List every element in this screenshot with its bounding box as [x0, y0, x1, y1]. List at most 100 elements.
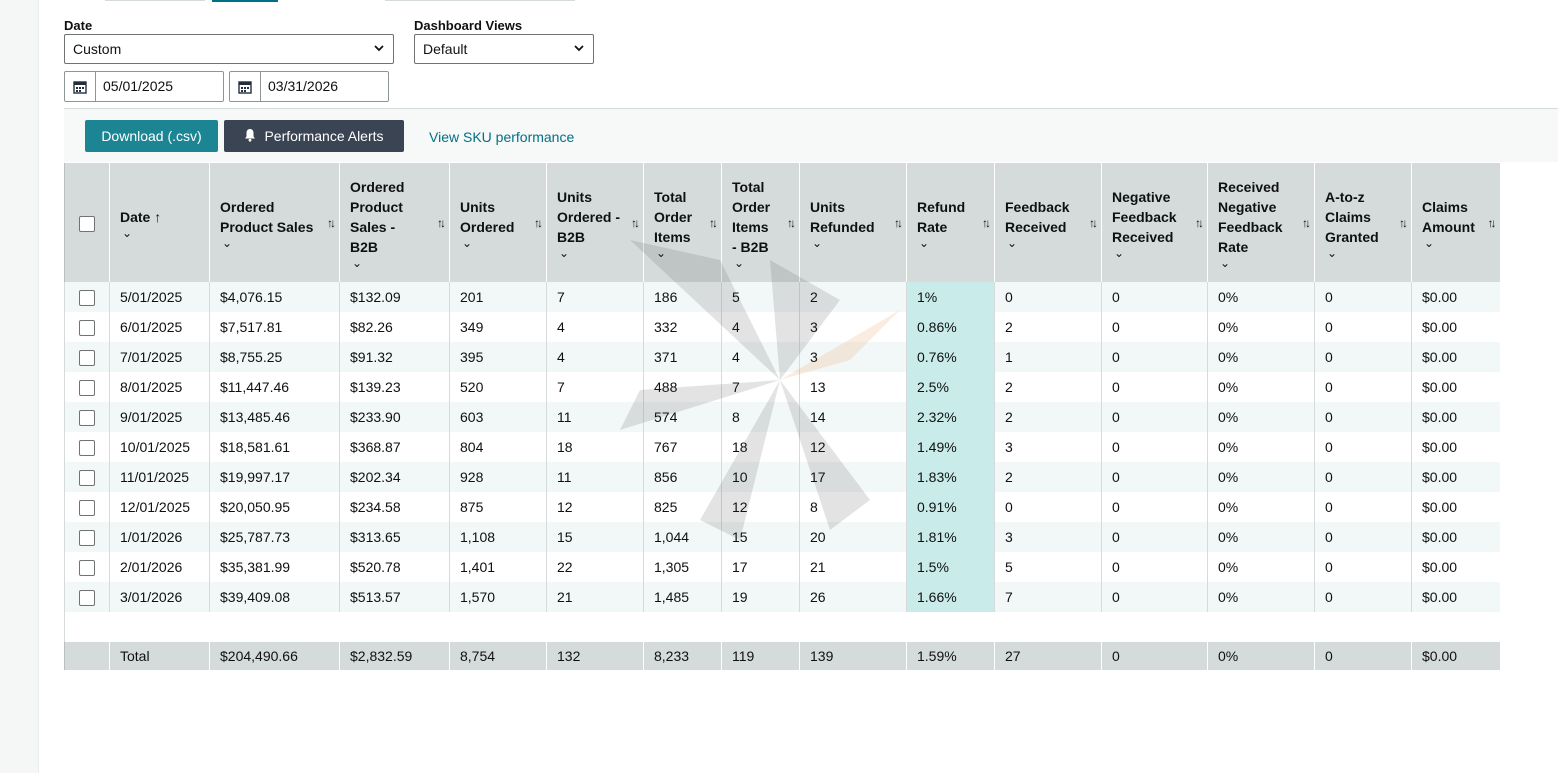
sort-icon[interactable]: ↑↓	[327, 215, 336, 230]
row-checkbox[interactable]	[79, 409, 95, 426]
row-checkbox[interactable]	[79, 559, 95, 576]
chevron-down-icon[interactable]: ⌄	[1220, 255, 1231, 270]
table-cell: 15	[546, 522, 644, 552]
col-header-label: Negative Feedback Received	[1112, 188, 1177, 245]
table-cell: 825	[643, 492, 722, 522]
table-cell: 0	[1101, 372, 1208, 402]
chevron-down-icon	[573, 35, 585, 73]
chevron-down-icon[interactable]: ⌄	[1327, 245, 1338, 260]
col-header-units-ordered-b2b[interactable]: Units Ordered - B2B ⌄ ↑↓	[546, 163, 644, 282]
row-checkbox[interactable]	[79, 499, 95, 516]
col-header-negative-feedback-rate[interactable]: Received Negative Feedback Rate ⌄ ↑↓	[1207, 163, 1315, 282]
chevron-down-icon[interactable]: ⌄	[462, 235, 473, 250]
row-checkbox[interactable]	[79, 439, 95, 456]
calendar-icon[interactable]	[65, 72, 96, 101]
date-filter-select[interactable]: Custom	[64, 34, 394, 64]
row-checkbox[interactable]	[79, 529, 95, 546]
table-cell: 0	[1101, 282, 1208, 312]
date-filter-value: Custom	[73, 41, 122, 57]
col-header-ordered-product-sales-b2b[interactable]: Ordered Product Sales - B2B ⌄ ↑↓	[339, 163, 450, 282]
table-cell: 574	[643, 402, 722, 432]
chevron-down-icon[interactable]: ⌄	[1114, 245, 1125, 260]
col-header-negative-feedback-received[interactable]: Negative Feedback Received ⌄ ↑↓	[1101, 163, 1208, 282]
col-header-ordered-product-sales[interactable]: Ordered Product Sales ⌄ ↑↓	[209, 163, 340, 282]
sort-icon[interactable]: ↑↓	[894, 215, 903, 230]
sort-ascending-icon[interactable]: ↑	[154, 208, 162, 225]
table-row[interactable]: 5/01/2025 $4,076.15 $132.09 201 7 186 5 2 1% 0 0 0%…	[64, 282, 1500, 312]
sort-icon[interactable]: ↑↓	[982, 215, 991, 230]
table-cell: 1,044	[643, 522, 722, 552]
table-cell: 21	[799, 552, 907, 582]
table-row[interactable]: 7/01/2025 $8,755.25 $91.32 395 4 371 4 3 0.76% 1 0…	[64, 342, 1500, 372]
dashboard-views-value: Default	[423, 41, 468, 57]
table-cell: 0	[1314, 552, 1412, 582]
table-cell: 1,485	[643, 582, 722, 612]
sort-icon[interactable]: ↑↓	[1195, 215, 1204, 230]
col-header-a-to-z-claims[interactable]: A-to-z Claims Granted ⌄ ↑↓	[1314, 163, 1412, 282]
view-sku-performance-link[interactable]: View SKU performance	[429, 129, 575, 145]
select-all-cell	[64, 163, 110, 282]
col-header-total-order-items-b2b[interactable]: Total Order Items - B2B ⌄ ↑↓	[721, 163, 800, 282]
row-checkbox[interactable]	[79, 349, 95, 366]
sort-icon[interactable]: ↑↓	[1302, 215, 1311, 230]
table-cell: 804	[449, 432, 547, 462]
row-checkbox[interactable]	[79, 469, 95, 486]
chevron-down-icon[interactable]: ⌄	[919, 235, 930, 250]
col-header-date[interactable]: Date ↑ ⌄	[109, 163, 210, 282]
col-header-label: Units Ordered	[460, 198, 515, 235]
chevron-down-icon[interactable]: ⌄	[1424, 235, 1435, 250]
table-row[interactable]: 2/01/2026 $35,381.99 $520.78 1,401 22 1,305 17…	[64, 552, 1500, 582]
dashboard-views-select[interactable]: Default	[414, 34, 594, 64]
chevron-down-icon[interactable]: ⌄	[122, 225, 133, 240]
chevron-down-icon[interactable]: ⌄	[656, 245, 667, 260]
end-date-input[interactable]: 03/31/2026	[229, 71, 389, 102]
download-csv-button[interactable]: Download (.csv)	[85, 120, 218, 152]
col-header-claims-amount[interactable]: Claims Amount ⌄ ↑↓	[1411, 163, 1500, 282]
sort-icon[interactable]: ↑↓	[631, 215, 640, 230]
sort-icon[interactable]: ↑↓	[1487, 215, 1497, 230]
sort-icon[interactable]: ↑↓	[1399, 215, 1408, 230]
sort-icon[interactable]: ↑↓	[534, 215, 543, 230]
select-all-checkbox[interactable]	[79, 215, 95, 232]
col-header-total-order-items[interactable]: Total Order Items ⌄ ↑↓	[643, 163, 722, 282]
refund-rate-cell: 1.49%	[906, 432, 995, 462]
calendar-icon[interactable]	[230, 72, 261, 101]
col-header-refund-rate[interactable]: Refund Rate ⌄ ↑↓	[906, 163, 995, 282]
table-row[interactable]: 12/01/2025 $20,050.95 $234.58 875 12 825 12 8 0.…	[64, 492, 1500, 522]
table-row[interactable]: 10/01/2025 $18,581.61 $368.87 804 18 767 18 12 1…	[64, 432, 1500, 462]
col-header-label: Total Order Items	[654, 188, 693, 245]
chevron-down-icon[interactable]: ⌄	[352, 255, 363, 270]
table-row[interactable]: 11/01/2025 $19,997.17 $202.34 928 11 856 10 17 1…	[64, 462, 1500, 492]
table-cell: $20,050.95	[209, 492, 340, 522]
table-row[interactable]: 6/01/2025 $7,517.81 $82.26 349 4 332 4 3 0.86% 2 0…	[64, 312, 1500, 342]
start-date-input[interactable]: 05/01/2025	[64, 71, 224, 102]
table-cell: 1,305	[643, 552, 722, 582]
table-cell: 11/01/2025	[109, 462, 210, 492]
table-row[interactable]: 1/01/2026 $25,787.73 $313.65 1,108 15 1,044 15…	[64, 522, 1500, 552]
table-cell: 0	[1314, 522, 1412, 552]
row-checkbox[interactable]	[79, 379, 95, 396]
chevron-down-icon[interactable]: ⌄	[734, 255, 745, 270]
row-checkbox[interactable]	[79, 319, 95, 336]
sort-icon[interactable]: ↑↓	[787, 215, 796, 230]
chevron-down-icon[interactable]: ⌄	[559, 245, 570, 260]
col-header-units-ordered[interactable]: Units Ordered ⌄ ↑↓	[449, 163, 547, 282]
sort-icon[interactable]: ↑↓	[1089, 215, 1098, 230]
col-header-units-refunded[interactable]: Units Refunded ⌄ ↑↓	[799, 163, 907, 282]
chevron-down-icon[interactable]: ⌄	[1007, 235, 1018, 250]
chevron-down-icon[interactable]: ⌄	[812, 235, 823, 250]
row-checkbox[interactable]	[79, 289, 95, 306]
row-select-cell	[64, 582, 110, 612]
chevron-down-icon[interactable]: ⌄	[222, 235, 233, 250]
dashboard-views-label: Dashboard Views	[414, 18, 523, 33]
table-cell: $368.87	[339, 432, 450, 462]
performance-alerts-button[interactable]: Performance Alerts	[224, 120, 404, 152]
sort-icon[interactable]: ↑↓	[709, 215, 718, 230]
table-row[interactable]: 8/01/2025 $11,447.46 $139.23 520 7 488 7 13 2.5%…	[64, 372, 1500, 402]
col-header-feedback-received[interactable]: Feedback Received ⌄ ↑↓	[994, 163, 1102, 282]
table-row[interactable]: 9/01/2025 $13,485.46 $233.90 603 11 574 8 14 2.3…	[64, 402, 1500, 432]
table-row[interactable]: 3/01/2026 $39,409.08 $513.57 1,570 21 1,485 19…	[64, 582, 1500, 612]
sort-icon[interactable]: ↑↓	[437, 215, 446, 230]
row-checkbox[interactable]	[79, 589, 95, 606]
table-cell: 18	[546, 432, 644, 462]
